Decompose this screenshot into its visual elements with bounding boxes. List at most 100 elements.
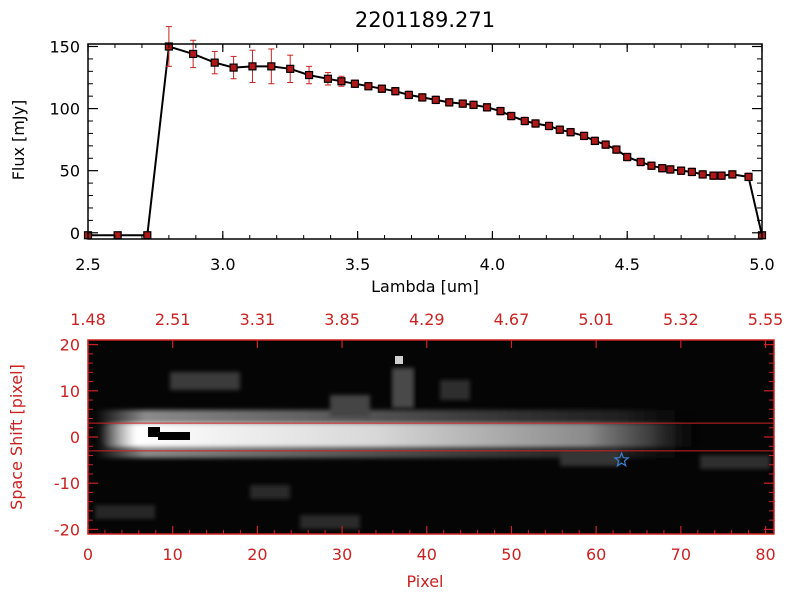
data-point	[431, 95, 440, 104]
star-marker-icon	[613, 451, 630, 468]
data-point	[267, 62, 276, 71]
data-point	[418, 93, 427, 102]
x-tick-label: 4.0	[480, 255, 505, 274]
data-point	[677, 166, 686, 175]
data-point	[143, 231, 152, 240]
data-point	[658, 164, 667, 173]
data-point	[544, 121, 554, 131]
flux-line	[88, 45, 763, 237]
data-point	[728, 170, 737, 179]
dead-pixel	[148, 427, 160, 437]
x-tick-label: 4.5	[614, 255, 639, 274]
data-point	[636, 157, 645, 167]
noise-blob	[440, 380, 470, 400]
pixel-tick-label: 0	[83, 545, 93, 564]
pixel-tick-label: 50	[501, 545, 521, 564]
pixel-axis-label: Pixel	[406, 572, 443, 591]
data-point	[229, 63, 238, 72]
pixel-tick-label: 80	[755, 545, 775, 564]
pixel-tick-label: 40	[417, 545, 437, 564]
data-point	[717, 171, 726, 180]
spatial-profile-panel: 0 10 20 30 40 50 60 70 80 1.48 2.51 3.31 3.85 4.29 4.6…	[7, 310, 783, 591]
wavelength-tick-label: 5.32	[663, 310, 699, 329]
data-point	[337, 77, 346, 86]
y-axis-label: Flux [mJy]	[9, 100, 28, 181]
space-shift-axis-label: Space Shift [pixel]	[7, 364, 26, 510]
wavelength-tick-label: 3.85	[324, 310, 360, 329]
data-point	[698, 170, 707, 179]
x-tick-label: 3.0	[210, 255, 235, 274]
wavelength-tick-label: 4.29	[409, 310, 445, 329]
data-point	[744, 172, 753, 181]
data-point	[555, 125, 564, 134]
data-point	[507, 111, 516, 121]
shift-tick-label: -20	[54, 520, 80, 539]
noise-blob	[330, 395, 370, 417]
shift-tick-label: 20	[60, 336, 80, 355]
wavelength-tick-label: 3.31	[240, 310, 276, 329]
data-point	[445, 98, 454, 107]
data-point	[377, 84, 386, 93]
y-tick-label: 50	[60, 162, 80, 181]
data-point	[612, 145, 621, 154]
data-point	[404, 90, 413, 100]
spectrum-plot-frame	[87, 43, 763, 240]
noise-blob	[392, 368, 414, 408]
data-point	[482, 103, 492, 112]
wavelength-tick-label: 5.55	[748, 310, 784, 329]
data-point	[666, 165, 675, 174]
noise-blob	[560, 450, 620, 466]
noise-blob	[700, 455, 770, 469]
wavelength-tick-label: 2.51	[155, 310, 191, 329]
noise-blob	[95, 505, 155, 519]
data-point	[623, 152, 632, 162]
data-point	[304, 70, 314, 80]
noise-blob	[170, 372, 240, 390]
data-point	[323, 74, 333, 83]
dead-pixel	[158, 432, 190, 440]
x-tick-label: 3.5	[345, 255, 370, 274]
pixel-tick-label: 60	[586, 545, 606, 564]
data-point	[647, 161, 656, 170]
x-axis-label: Lambda [um]	[371, 277, 479, 296]
data-point	[248, 62, 257, 71]
data-point	[601, 140, 610, 149]
data-point	[391, 87, 400, 96]
chart-title: 2201189.271	[355, 8, 495, 32]
y-tick-label: 100	[49, 100, 80, 119]
shift-tick-label: 0	[70, 428, 80, 447]
spectrum-panel: 2201189.271 Lambda [um] Flux [mJy] 2.5 3.…	[9, 8, 775, 296]
data-point	[590, 136, 599, 145]
wavelength-tick-label: 4.67	[494, 310, 530, 329]
data-point	[469, 100, 478, 109]
data-point	[687, 167, 697, 177]
y-tick-label: 150	[49, 37, 80, 56]
data-point	[709, 171, 718, 180]
noise-blob	[250, 485, 290, 499]
pixel-tick-label: 70	[671, 545, 691, 564]
spatial-image	[88, 340, 774, 534]
data-point	[458, 99, 467, 108]
shift-tick-label: -10	[54, 474, 80, 493]
pixel-tick-label: 20	[247, 545, 267, 564]
data-point	[531, 119, 540, 128]
x-tick-label: 5.0	[749, 255, 774, 274]
data-point	[364, 82, 373, 91]
data-point	[210, 58, 219, 67]
data-point	[286, 64, 295, 73]
data-point	[496, 106, 505, 116]
wavelength-tick-label: 5.01	[578, 310, 614, 329]
hot-pixel	[395, 356, 403, 364]
spectral-trace	[100, 423, 710, 447]
shift-tick-label: 10	[60, 382, 80, 401]
pixel-tick-label: 30	[332, 545, 352, 564]
x-tick-label: 2.5	[75, 255, 100, 274]
wavelength-tick-label: 1.48	[70, 310, 106, 329]
data-point	[350, 79, 360, 88]
noise-blob	[300, 515, 360, 529]
data-point	[566, 128, 575, 137]
data-point	[579, 131, 589, 141]
data-point	[189, 49, 198, 59]
